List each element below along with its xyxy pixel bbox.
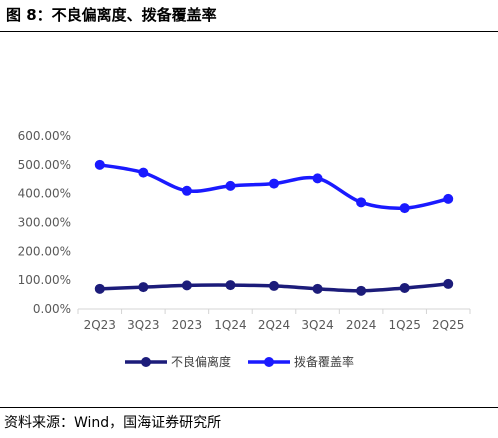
x-tick-label: 1Q24: [214, 318, 246, 332]
series-2-point: [443, 193, 454, 204]
series-layer: [94, 159, 454, 296]
series-2-point: [225, 180, 236, 191]
legend-swatch-marker: [264, 357, 274, 367]
y-axis-ticks: 0.00% 100.00% 200.00% 300.00% 400.00% 500.00%…: [18, 129, 71, 316]
legend-label: 拨备覆盖率: [294, 354, 354, 369]
series-2-point: [138, 167, 149, 178]
series-2-point: [312, 173, 323, 184]
x-axis-ticks: 2Q23 3Q23 2023 1Q24 2Q24 3Q24 2024 1Q25 2Q25: [77, 309, 471, 332]
x-tick-label: 3Q24: [301, 318, 333, 332]
source-rule: [0, 407, 498, 408]
series-2-point: [269, 178, 279, 189]
x-tick-label: 2Q24: [258, 318, 290, 332]
series-2-point: [356, 197, 367, 208]
x-tick-label: 2Q25: [432, 318, 464, 332]
series-1-point: [443, 278, 454, 289]
series-1-point: [94, 283, 105, 294]
series-2-point: [94, 159, 105, 170]
legend-swatch-marker: [141, 357, 151, 367]
series-2-point: [181, 185, 192, 196]
series-1-point: [312, 283, 323, 294]
series-1-point: [269, 280, 279, 291]
series-1-point: [356, 285, 367, 296]
series-1-point: [138, 282, 149, 293]
legend: 不良偏离度 拨备覆盖率: [125, 354, 354, 369]
y-tick-label: 0.00%: [33, 302, 71, 316]
figure-title: 图 8：不良偏离度、拨备覆盖率: [6, 6, 217, 24]
x-tick-label: 1Q25: [388, 318, 420, 332]
y-tick-label: 300.00%: [18, 216, 71, 230]
y-tick-label: 400.00%: [18, 187, 71, 201]
y-tick-label: 200.00%: [18, 244, 71, 258]
series-1-point: [225, 280, 236, 291]
source-note: 资料来源：Wind，国海证券研究所: [4, 415, 222, 431]
x-tick-label: 2024: [346, 318, 377, 332]
y-tick-label: 100.00%: [18, 273, 71, 287]
series-2-point: [399, 203, 410, 214]
x-tick-label: 2Q23: [84, 318, 116, 332]
y-tick-label: 500.00%: [18, 158, 71, 172]
legend-label: 不良偏离度: [171, 354, 231, 369]
y-tick-label: 600.00%: [18, 129, 71, 143]
x-tick-label: 2023: [172, 318, 203, 332]
series-1-point: [181, 280, 192, 291]
title-rule: [0, 31, 498, 32]
series-1-point: [399, 282, 410, 293]
x-tick-label: 3Q23: [127, 318, 159, 332]
line-chart: 0.00% 100.00% 200.00% 300.00% 400.00% 500.00%…: [18, 129, 471, 369]
